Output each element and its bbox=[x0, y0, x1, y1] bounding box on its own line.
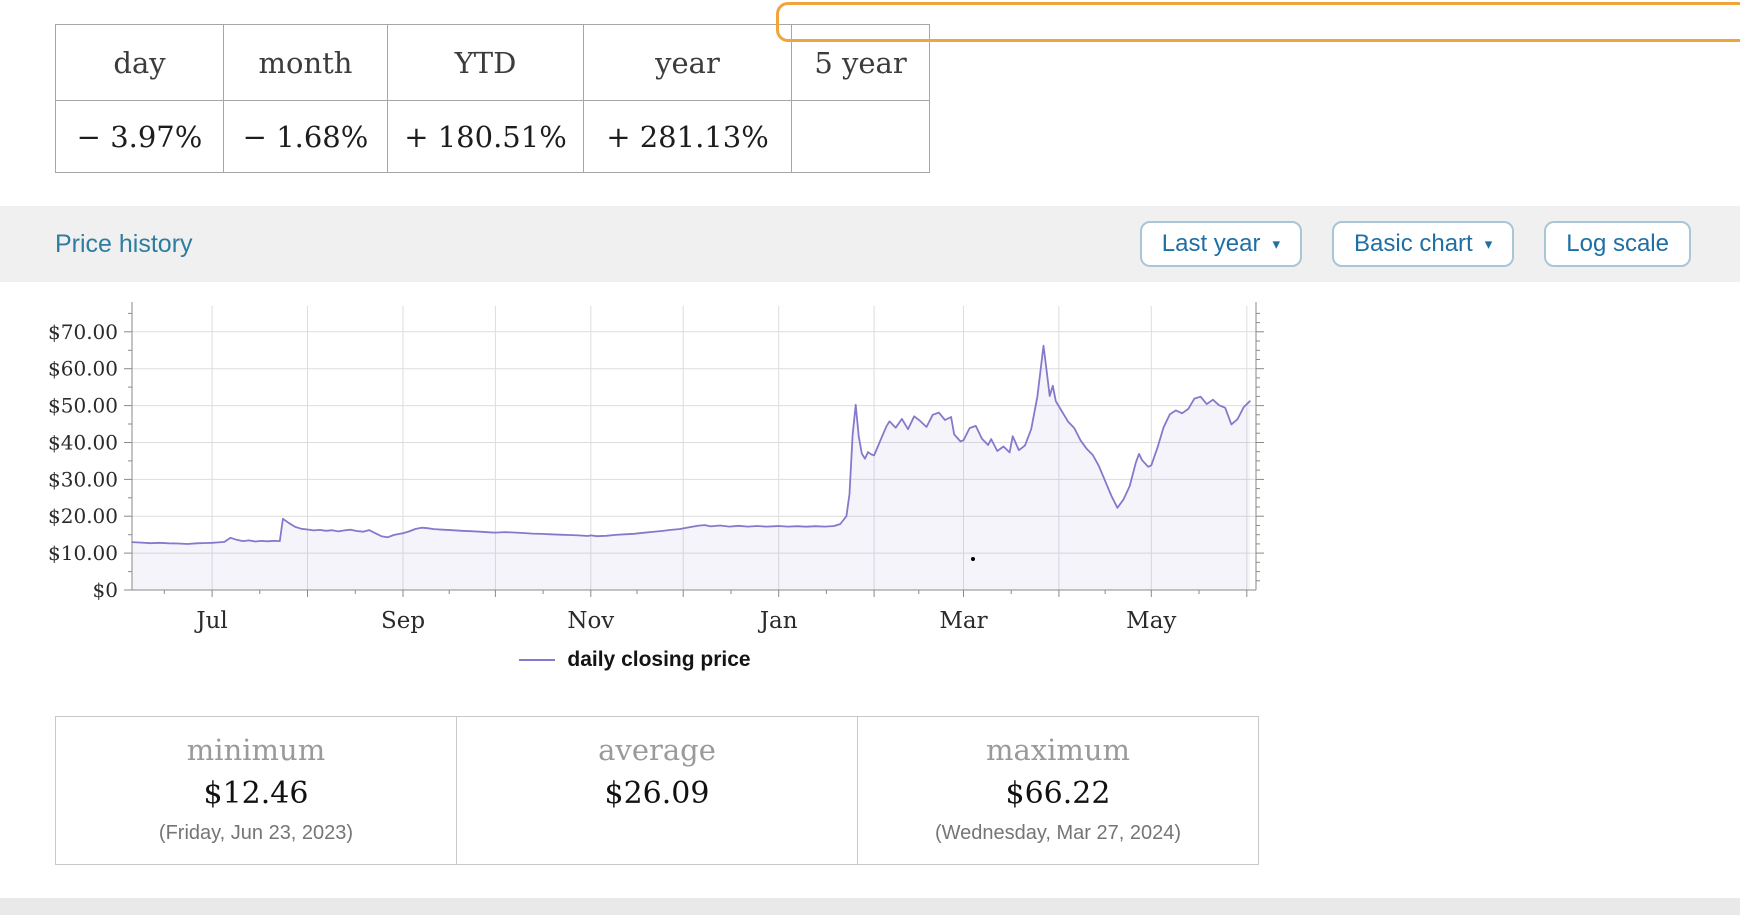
orange-border-fragment bbox=[776, 2, 1740, 42]
svg-text:May: May bbox=[1126, 608, 1176, 634]
chart-legend: daily closing price bbox=[0, 648, 1270, 672]
stat-maximum-label: maximum bbox=[985, 733, 1131, 767]
stat-maximum-value: $66.22 bbox=[1005, 776, 1111, 811]
perf-header-day: day bbox=[55, 24, 224, 101]
chart-controls: Last year ▾ Basic chart ▾ Log scale bbox=[1139, 220, 1691, 268]
svg-text:$30.00: $30.00 bbox=[48, 467, 118, 491]
svg-text:$50.00: $50.00 bbox=[48, 394, 118, 418]
perf-value-ytd: + 180.51% bbox=[387, 100, 584, 173]
svg-text:Sep: Sep bbox=[381, 608, 425, 634]
chart-type-dropdown-label: Basic chart bbox=[1354, 229, 1473, 257]
section-title: Price history bbox=[55, 229, 193, 258]
legend-label: daily closing price bbox=[567, 648, 751, 671]
price-chart-canvas[interactable]: $0 $10.00 $20.00 $30.00 $40.00 $50.00 $60.00 $7… bbox=[0, 298, 1270, 638]
svg-text:$60.00: $60.00 bbox=[48, 357, 118, 381]
svg-text:Jul: Jul bbox=[194, 608, 227, 634]
footer-strip bbox=[0, 898, 1740, 915]
chevron-down-icon: ▾ bbox=[1272, 236, 1280, 254]
svg-text:$0: $0 bbox=[93, 578, 118, 602]
legend-line-swatch bbox=[519, 659, 556, 661]
svg-text:Nov: Nov bbox=[567, 608, 614, 634]
performance-table: day month YTD year 5 year − 3.97% − 1.68… bbox=[55, 24, 930, 173]
price-stats-table: minimum $12.46 (Friday, Jun 23, 2023) av… bbox=[55, 716, 1259, 865]
stat-average-date bbox=[457, 822, 857, 846]
perf-value-5year bbox=[791, 100, 930, 173]
chart-type-dropdown[interactable]: Basic chart ▾ bbox=[1332, 220, 1515, 268]
log-scale-button[interactable]: Log scale bbox=[1544, 220, 1691, 268]
perf-value-year: + 281.13% bbox=[583, 100, 792, 173]
stat-minimum-date: (Friday, Jun 23, 2023) bbox=[158, 822, 354, 844]
svg-text:$20.00: $20.00 bbox=[48, 504, 118, 528]
perf-header-month: month bbox=[223, 24, 388, 101]
stat-minimum-label: minimum bbox=[186, 733, 326, 767]
svg-text:$10.00: $10.00 bbox=[48, 541, 118, 565]
stat-average-label: average bbox=[598, 733, 716, 767]
price-chart: $0 $10.00 $20.00 $30.00 $40.00 $50.00 $60.00 $7… bbox=[0, 298, 1740, 672]
cursor-dot bbox=[971, 557, 975, 561]
stat-minimum: minimum $12.46 (Friday, Jun 23, 2023) bbox=[55, 716, 457, 865]
stat-minimum-value: $12.46 bbox=[203, 776, 309, 811]
price-history-header: Price history Last year ▾ Basic chart ▾ … bbox=[0, 206, 1740, 282]
stat-average-value: $26.09 bbox=[604, 776, 710, 811]
perf-header-year: year bbox=[583, 24, 792, 101]
svg-text:Mar: Mar bbox=[939, 608, 987, 634]
svg-text:$40.00: $40.00 bbox=[48, 431, 118, 455]
performance-value-row: − 3.97% − 1.68% + 180.51% + 281.13% bbox=[55, 100, 930, 173]
svg-text:Jan: Jan bbox=[758, 608, 798, 634]
perf-value-day: − 3.97% bbox=[55, 100, 224, 173]
stat-maximum: maximum $66.22 (Wednesday, Mar 27, 2024) bbox=[857, 716, 1259, 865]
chevron-down-icon: ▾ bbox=[1484, 236, 1493, 254]
perf-value-month: − 1.68% bbox=[223, 100, 388, 173]
log-scale-button-label: Log scale bbox=[1566, 229, 1669, 257]
svg-text:$70.00: $70.00 bbox=[48, 320, 118, 344]
perf-header-ytd: YTD bbox=[387, 24, 584, 101]
range-dropdown[interactable]: Last year ▾ bbox=[1139, 220, 1302, 268]
range-dropdown-label: Last year bbox=[1161, 229, 1261, 257]
stat-maximum-date: (Wednesday, Mar 27, 2024) bbox=[934, 822, 1182, 844]
stat-average: average $26.09 bbox=[456, 716, 858, 865]
